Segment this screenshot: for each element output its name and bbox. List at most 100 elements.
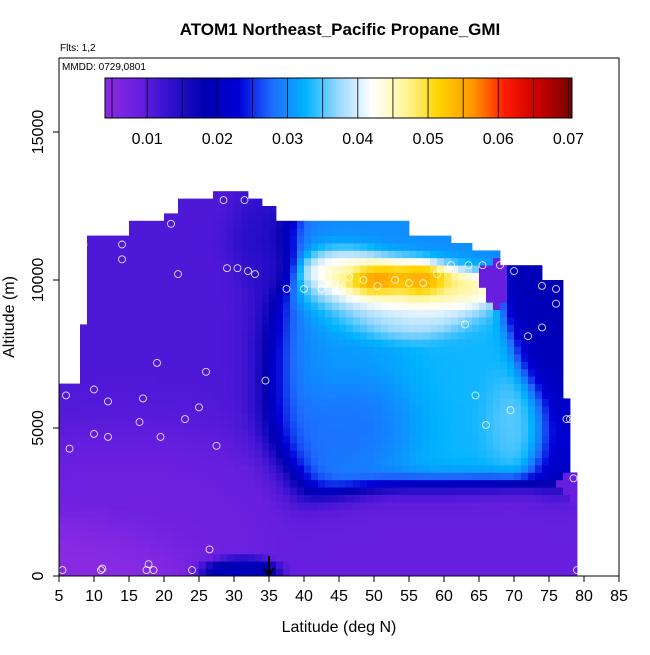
x-tick-label: 80: [575, 588, 593, 605]
heatmap-cell: [129, 553, 137, 562]
heatmap-cell: [507, 272, 515, 281]
heatmap-cell: [500, 546, 508, 555]
heatmap-cell: [171, 287, 179, 296]
heatmap-cell: [388, 413, 396, 421]
heatmap-cell: [101, 502, 109, 510]
heatmap-cell: [430, 420, 438, 429]
heatmap-cell: [388, 250, 396, 259]
heatmap-cell: [395, 465, 403, 473]
heatmap-cell: [108, 487, 116, 495]
heatmap-cell: [549, 331, 557, 340]
heatmap-cell: [199, 198, 207, 207]
heatmap-cell: [164, 405, 172, 414]
heatmap-cell: [94, 539, 102, 547]
heatmap-cell: [164, 213, 172, 222]
heatmap-cell: [213, 546, 221, 555]
heatmap-cell: [339, 302, 347, 310]
heatmap-cell: [297, 361, 305, 370]
heatmap-cell: [409, 398, 417, 407]
heatmap-cell: [164, 420, 172, 429]
heatmap-cell: [276, 265, 284, 273]
heatmap-cell: [171, 428, 179, 436]
heatmap-cell: [486, 487, 494, 495]
heatmap-cell: [171, 502, 179, 510]
colorbar-segment: [312, 78, 316, 118]
heatmap-cell: [213, 539, 221, 547]
heatmap-cell: [367, 472, 375, 481]
heatmap-cell: [465, 250, 473, 259]
colorbar-segment: [372, 78, 376, 118]
colorbar-segment: [198, 78, 202, 118]
heatmap-cell: [451, 420, 459, 429]
heatmap-cell: [325, 235, 333, 244]
heatmap-cell: [150, 361, 158, 370]
colorbar-segment: [465, 78, 469, 118]
heatmap-cell: [87, 435, 95, 444]
heatmap-cell: [178, 317, 186, 325]
heatmap-cell: [192, 539, 200, 547]
heatmap-cell: [367, 516, 375, 525]
heatmap-cell: [80, 494, 88, 503]
heatmap-cell: [479, 368, 487, 377]
heatmap-cell: [346, 220, 354, 229]
heatmap-cell: [213, 457, 221, 466]
heatmap-cell: [227, 243, 235, 251]
heatmap-cell: [563, 561, 571, 569]
heatmap-cell: [549, 413, 557, 421]
heatmap-cell: [514, 324, 522, 333]
heatmap-cell: [199, 265, 207, 273]
heatmap-cell: [73, 442, 81, 451]
heatmap-cell: [150, 391, 158, 399]
heatmap-cell: [304, 502, 312, 510]
heatmap-cell: [227, 450, 235, 458]
heatmap-cell: [143, 294, 151, 303]
heatmap-cell: [500, 472, 508, 481]
colorbar-segment: [234, 78, 238, 118]
heatmap-cell: [311, 331, 319, 340]
heatmap-cell: [262, 250, 270, 259]
heatmap-cell: [136, 457, 144, 466]
heatmap-cell: [360, 413, 368, 421]
heatmap-cell: [122, 317, 130, 325]
heatmap-cell: [381, 465, 389, 473]
heatmap-cell: [276, 346, 284, 355]
heatmap-cell: [129, 302, 137, 310]
heatmap-cell: [542, 546, 550, 555]
heatmap-cell: [402, 368, 410, 377]
heatmap-cell: [304, 450, 312, 458]
heatmap-cell: [332, 324, 340, 333]
heatmap-cell: [500, 324, 508, 333]
heatmap-cell: [458, 354, 466, 362]
heatmap-cell: [206, 302, 214, 310]
heatmap-cell: [241, 398, 249, 407]
heatmap-cell: [521, 539, 529, 547]
heatmap-cell: [248, 213, 256, 222]
heatmap-cell: [143, 280, 151, 288]
heatmap-cell: [311, 531, 319, 540]
heatmap-cell: [199, 228, 207, 236]
heatmap-cell: [311, 546, 319, 555]
heatmap-cell: [332, 265, 340, 273]
heatmap-cell: [290, 265, 298, 273]
heatmap-cell: [339, 494, 347, 503]
heatmap-cell: [255, 546, 263, 555]
heatmap-cell: [164, 376, 172, 384]
heatmap-cell: [157, 502, 165, 510]
heatmap-cell: [458, 487, 466, 495]
heatmap-cell: [367, 317, 375, 325]
heatmap-cell: [262, 228, 270, 236]
heatmap-cell: [465, 568, 473, 577]
heatmap-cell: [248, 391, 256, 399]
heatmap-cell: [374, 235, 382, 244]
heatmap-cell: [395, 494, 403, 503]
heatmap-cell: [472, 516, 480, 525]
heatmap-cell: [395, 272, 403, 281]
heatmap-cell: [430, 531, 438, 540]
heatmap-cell: [283, 331, 291, 340]
heatmap-cell: [465, 561, 473, 569]
heatmap-cell: [542, 516, 550, 525]
heatmap-cell: [556, 280, 564, 288]
heatmap-cell: [339, 272, 347, 281]
heatmap-cell: [402, 228, 410, 236]
heatmap-cell: [185, 553, 193, 562]
